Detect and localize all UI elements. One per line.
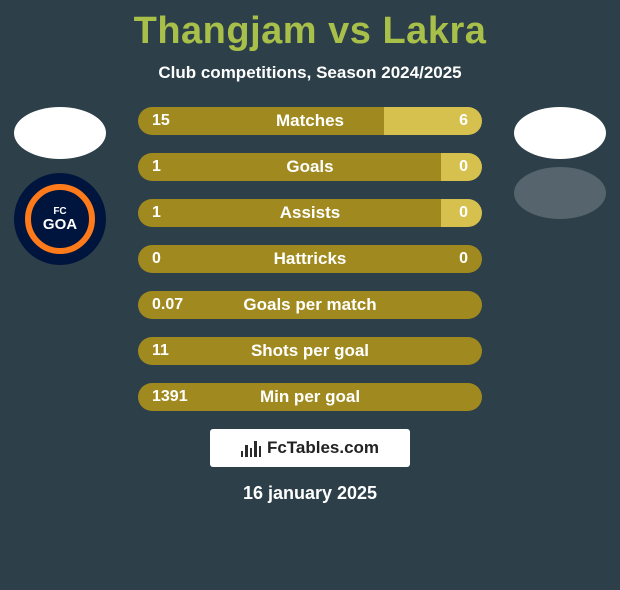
stat-bar-right [441,199,482,227]
stat-row: 11Shots per goal [138,337,482,365]
club-logo-ring: FC GOA [25,184,95,254]
stat-bar-left [138,291,482,319]
brand-text: FcTables.com [267,438,379,458]
stat-bar-right [441,153,482,181]
comparison-bars: 156Matches 10Goals 10Assists 00Hattricks 0.0… [138,107,482,411]
player2-club-logo-placeholder [514,167,606,219]
stat-row: 1391Min per goal [138,383,482,411]
generated-date: 16 january 2025 [0,483,620,504]
stat-bar-left [138,153,441,181]
page-title: Thangjam vs Lakra [0,10,620,53]
page-subtitle: Club competitions, Season 2024/2025 [0,63,620,83]
brand-badge[interactable]: FcTables.com [210,429,410,467]
stat-row: 156Matches [138,107,482,135]
bar-chart-icon [241,439,261,457]
club-logo-text-2: GOA [43,217,77,232]
stat-row: 00Hattricks [138,245,482,273]
player1-club-logo: FC GOA [14,173,106,265]
stat-bar-left [138,199,441,227]
stat-bar-left [138,337,482,365]
stat-bar-right [384,107,482,135]
player1-avatar-placeholder [14,107,106,159]
stat-row: 0.07Goals per match [138,291,482,319]
stat-row: 10Goals [138,153,482,181]
stat-bar-left [138,107,384,135]
stat-row: 10Assists [138,199,482,227]
stats-area: FC GOA 156Matches 10Goals 10Assists 00Hattr… [0,107,620,411]
player2-avatar-placeholder [514,107,606,159]
stat-bar-left [138,245,482,273]
stat-bar-left [138,383,482,411]
club-logo-text-1: FC [53,207,66,217]
